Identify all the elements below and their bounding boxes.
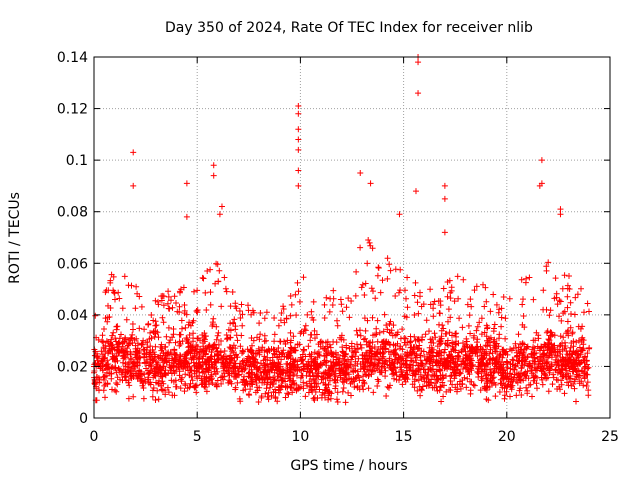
scatter-point: [295, 136, 302, 143]
x-tick-label: 10: [291, 429, 309, 445]
y-tick-label: 0.04: [57, 308, 88, 324]
tick-labels: 0 5 10 15 20 25 0 0.02 0.04 0.06 0.08 0.1 0.12 0.14: [57, 50, 619, 445]
scatter-point: [536, 182, 543, 189]
scatter-point: [295, 167, 302, 174]
scatter-point: [183, 180, 190, 187]
x-tick-label: 15: [395, 429, 413, 445]
scatter-point: [218, 203, 225, 210]
x-tick-label: 0: [90, 429, 99, 445]
scatter-point: [295, 182, 302, 189]
scatter-point: [367, 180, 374, 187]
scatter-point: [412, 188, 419, 195]
chart-title: Day 350 of 2024, Rate Of TEC Index for r…: [165, 20, 533, 36]
scatter-point: [557, 211, 564, 218]
scatter-point: [415, 90, 422, 97]
x-tick-label: 25: [601, 429, 619, 445]
y-tick-label: 0.1: [66, 153, 88, 169]
scatter-point: [557, 206, 564, 213]
scatter-point: [441, 195, 448, 202]
y-tick-label: 0.06: [57, 256, 88, 272]
scatter-point: [295, 146, 302, 153]
y-tick-label: 0.02: [57, 359, 88, 375]
scatter-point: [441, 229, 448, 236]
data-points: [91, 54, 593, 406]
scatter-point: [210, 172, 217, 179]
y-tick-label: 0.14: [57, 50, 88, 66]
x-tick-label: 5: [193, 429, 202, 445]
scatter-point: [441, 182, 448, 189]
scatter-point: [130, 149, 137, 156]
scatter-point: [210, 162, 217, 169]
plot-frame: [93, 56, 611, 419]
scatter-point: [183, 213, 190, 220]
scatter-point: [357, 170, 364, 177]
scatter-point: [295, 110, 302, 117]
scatter-point: [295, 102, 302, 109]
scatter-point: [538, 157, 545, 164]
y-tick-label: 0: [79, 411, 88, 427]
y-tick-label: 0.08: [57, 205, 88, 221]
x-tick-label: 20: [498, 429, 516, 445]
y-axis-label: ROTI / TECUs: [7, 192, 23, 284]
scatter-point: [415, 59, 422, 66]
axis-ticks: [93, 56, 611, 419]
scatter-markers: [91, 237, 593, 406]
scatter-point: [396, 211, 403, 218]
y-tick-label: 0.12: [57, 102, 88, 118]
scatter-point: [295, 126, 302, 133]
scatter-point: [216, 211, 223, 218]
scatter-point: [130, 182, 137, 189]
x-axis-label: GPS time / hours: [290, 458, 407, 474]
